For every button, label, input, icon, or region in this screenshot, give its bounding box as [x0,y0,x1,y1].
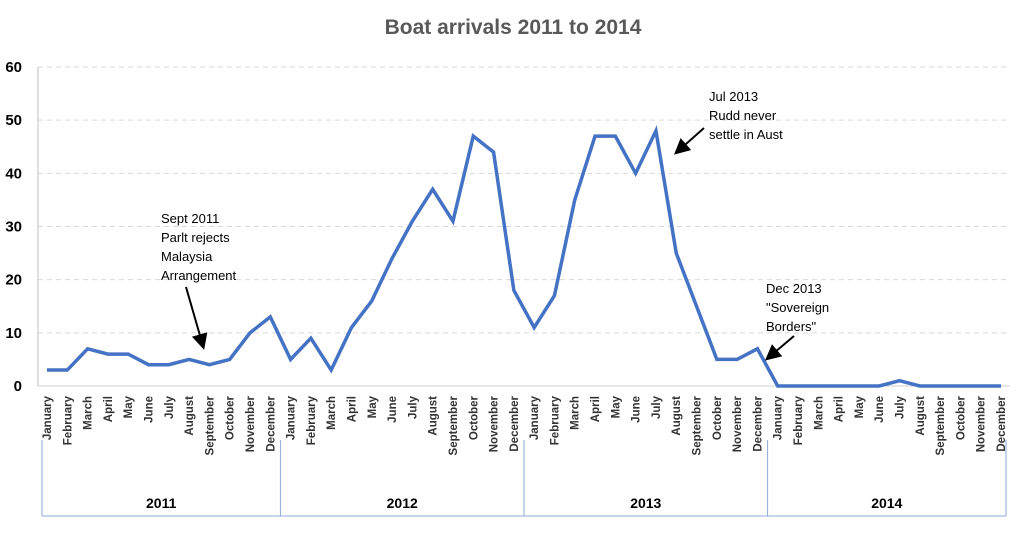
y-tick-label: 60 [5,59,22,76]
annotation-text: Arrangement [161,268,237,283]
year-label: 2012 [387,495,418,511]
x-tick-label: May [854,395,866,418]
annotation-arrow-icon [185,286,208,350]
annotation-text: Malaysia [161,249,213,264]
x-tick-label: November [489,395,501,452]
annotation-text: Rudd never [709,108,777,123]
x-tick-label: November [732,395,744,452]
x-tick-label: February [549,395,561,445]
annotation-arrow-icon [674,127,705,155]
annotation-text: Dec 2013 [766,281,822,296]
x-tick-label: November [245,395,257,452]
x-tick-label: September [448,395,460,455]
x-tick-label: June [631,396,643,423]
x-tick-label: October [225,395,237,440]
x-tick-label: August [671,396,683,436]
x-tick-label: June [387,396,399,423]
annotation-text: Parlt rejects [161,230,230,245]
x-tick-label: July [895,395,907,419]
y-tick-label: 30 [5,219,22,236]
x-tick-label: January [42,395,54,440]
x-tick-label: March [326,396,338,430]
x-tick-label: September [692,395,704,455]
y-tick-label: 20 [5,272,22,289]
annotation-text: Jul 2013 [709,89,758,104]
y-tick-label: 0 [14,378,22,395]
x-tick-label: July [651,395,663,419]
x-axis-month-labels: January February March April May June July Augu… [42,395,1008,455]
x-tick-label: July [164,395,176,419]
x-tick-label: December [509,395,521,451]
annotation-text: settle in Aust [709,127,783,142]
x-tick-label: January [286,395,298,440]
year-label: 2011 [146,495,177,511]
x-tick-label: September [935,395,947,455]
y-tick-label: 40 [5,165,22,182]
x-tick-label: December [996,395,1008,451]
x-tick-label: March [813,396,825,430]
x-tick-label: June [143,396,155,423]
x-tick-label: May [123,395,135,418]
x-tick-label: August [915,396,927,436]
annotation-text: Sept 2011 [161,211,219,226]
chart-title: Boat arrivals 2011 to 2014 [385,16,642,39]
x-tick-label: July [407,395,419,419]
y-tick-label: 50 [5,112,22,129]
annotation-text: "Sovereign [766,300,829,315]
year-label: 2014 [871,495,902,511]
x-tick-label: December [752,395,764,451]
annotation: Dec 2013 "Sovereign Borders" [764,281,829,361]
y-axis-ticks: 0 10 20 30 40 50 60 [5,59,22,395]
x-tick-label: October [468,395,480,440]
series-group [46,125,1002,388]
x-tick-label: October [712,395,724,440]
x-tick-label: April [103,396,115,422]
x-tick-label: January [773,395,785,440]
x-tick-label: April [834,396,846,422]
x-axis-year-groups: 2011 2012 2013 2014 [41,440,1007,517]
x-tick-label: June [874,396,886,423]
x-tick-label: August [184,396,196,436]
x-tick-label: August [428,396,440,436]
x-tick-label: February [62,395,74,445]
x-tick-label: March [83,396,95,430]
annotations: Sept 2011 Parlt rejects Malaysia Arrangemen… [161,89,829,361]
annotation: Jul 2013 Rudd never settle in Aust [674,89,783,155]
x-tick-label: January [529,395,541,440]
x-tick-label: May [610,395,622,418]
x-tick-label: September [204,395,216,455]
series-line [47,125,1001,388]
gridlines [38,66,1010,387]
x-tick-label: May [367,395,379,418]
y-tick-label: 10 [5,325,22,342]
year-label: 2013 [630,495,661,511]
annotation-text: Borders" [766,319,817,334]
x-tick-label: March [570,396,582,430]
x-tick-label: April [346,396,358,422]
x-tick-label: December [265,395,277,451]
x-tick-label: April [590,396,602,422]
annotation: Sept 2011 Parlt rejects Malaysia Arrangemen… [161,211,237,350]
x-tick-label: February [306,395,318,445]
x-tick-label: October [955,395,967,440]
x-tick-label: February [793,395,805,445]
annotation-arrow-icon [764,335,795,361]
x-tick-label: November [976,395,988,452]
